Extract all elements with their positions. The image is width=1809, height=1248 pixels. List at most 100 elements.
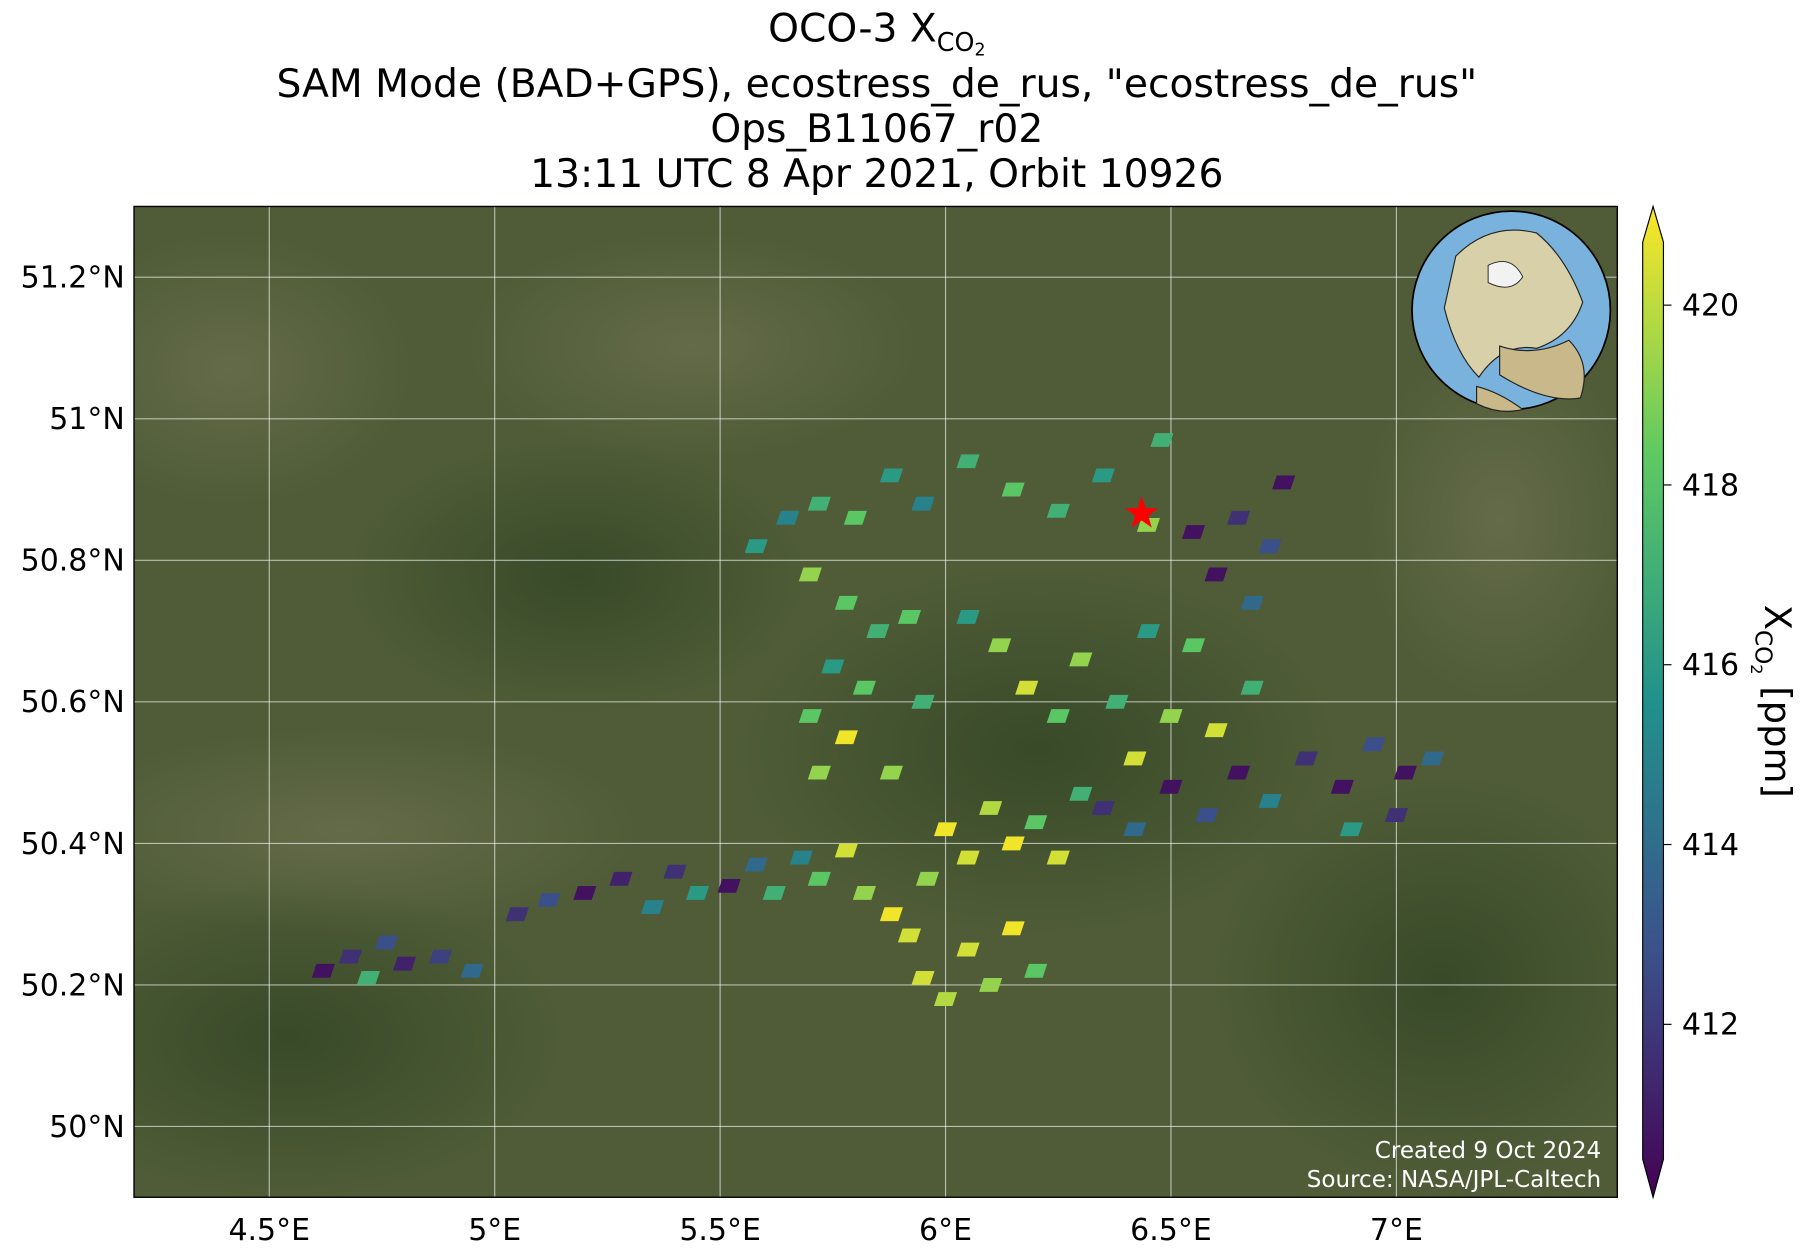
- sounding: [374, 935, 399, 950]
- sounding: [1204, 723, 1228, 738]
- sounding: [1240, 680, 1264, 695]
- colorbar-label-sub: CO: [1750, 630, 1776, 664]
- colorbar-ticks: 412 414 416 418 420: [1663, 289, 1739, 1043]
- sounding: [429, 949, 453, 964]
- sounding: [911, 694, 935, 709]
- credit: Created 9 Oct 2024: [1375, 1138, 1601, 1164]
- sounding: [1240, 595, 1264, 610]
- sounding: [1091, 801, 1115, 815]
- sounding: [1105, 694, 1129, 709]
- x-tick-label: 6°E: [919, 1213, 972, 1248]
- sounding: [1046, 850, 1070, 865]
- sounding: [852, 680, 876, 695]
- y-tick-label: 50.6°N: [21, 685, 125, 720]
- sounding: [1024, 815, 1048, 830]
- sounding: [1069, 786, 1093, 801]
- x-tick-label: 5°E: [468, 1213, 521, 1248]
- sounding: [956, 850, 980, 865]
- sounding: [392, 956, 417, 971]
- sounding: [1330, 779, 1354, 794]
- sounding: [573, 886, 597, 900]
- sounding: [956, 942, 980, 957]
- colorbar-label-subsub: 2: [1747, 664, 1766, 674]
- plot-frame: [133, 205, 1619, 1198]
- sounding: [717, 878, 741, 893]
- sounding: [1001, 482, 1025, 497]
- sounding: [866, 624, 890, 639]
- sounding: [1258, 539, 1282, 554]
- sounding: [915, 871, 940, 886]
- credit: Source: NASA/JPL-Caltech: [1307, 1167, 1601, 1193]
- title-subsub: 2: [974, 40, 985, 60]
- sounding: [776, 510, 800, 525]
- subtitle: SAM Mode (BAD+GPS), ecostress_de_rus, "e…: [276, 62, 1477, 107]
- sounding: [1150, 433, 1174, 447]
- sounding: [807, 496, 831, 511]
- sounding: [897, 610, 922, 624]
- sounding: [609, 871, 633, 886]
- sounding: [744, 857, 768, 872]
- sounding: [834, 595, 858, 610]
- sounding: [956, 610, 980, 624]
- sounding: [1195, 808, 1219, 823]
- sounding: [640, 900, 665, 915]
- sounding: [852, 886, 876, 900]
- sounding: [762, 886, 786, 900]
- colorbar: [1642, 204, 1665, 1200]
- x-tick-label: 7°E: [1370, 1213, 1423, 1248]
- sounding: [1001, 921, 1025, 936]
- sounding: [1362, 737, 1386, 752]
- sounding: [311, 963, 335, 978]
- sounding: [843, 510, 867, 525]
- sounding: [911, 970, 935, 985]
- sounding: [834, 843, 858, 858]
- sounding: [1272, 475, 1296, 490]
- x-tick-label: 4.5°E: [228, 1213, 310, 1248]
- x-tick-label: 6.5°E: [1130, 1213, 1212, 1248]
- sounding: [979, 978, 1003, 992]
- sounding: [807, 871, 831, 886]
- sounding: [979, 801, 1003, 815]
- sounding: [1123, 751, 1147, 766]
- y-tick-label: 50.2°N: [21, 968, 125, 1003]
- sounding: [686, 886, 710, 900]
- colorbar-tick-label: 416: [1682, 648, 1739, 683]
- sounding: [879, 907, 903, 922]
- sounding: [744, 539, 768, 554]
- title-text: OCO-3 X: [768, 7, 937, 52]
- sounding: [807, 765, 831, 780]
- colorbar-tick-label: 418: [1682, 468, 1739, 503]
- colorbar-tick-label: 414: [1682, 828, 1739, 863]
- y-tick-label: 51°N: [49, 402, 125, 437]
- subtitle: Ops_B11067_r02: [710, 107, 1043, 152]
- sounding: [911, 496, 935, 511]
- y-tick-label: 50°N: [49, 1110, 125, 1145]
- sounding: [460, 963, 484, 978]
- sounding: [1015, 680, 1039, 695]
- sounding: [1393, 765, 1417, 780]
- sounding: [1339, 822, 1363, 837]
- sounding: [1227, 765, 1251, 780]
- inset-globe: [1411, 210, 1612, 412]
- y-tick-label: 51.2°N: [21, 261, 125, 296]
- sounding: [1136, 624, 1160, 639]
- sounding: [338, 949, 362, 964]
- sounding: [1123, 822, 1147, 837]
- title-sub: CO: [937, 27, 975, 57]
- colorbar-label-unit: [ppm]: [1756, 675, 1799, 798]
- sounding: [798, 709, 822, 723]
- sounding: [834, 730, 858, 745]
- colorbar-tick-label: 412: [1682, 1008, 1739, 1043]
- grid: [134, 206, 1618, 1198]
- sounding: [821, 659, 845, 674]
- sounding: [934, 992, 958, 1007]
- sounding: [1159, 709, 1183, 723]
- sounding: [879, 765, 903, 780]
- sounding: [934, 822, 958, 837]
- x-tick-label: 5.5°E: [679, 1213, 761, 1248]
- sounding: [1001, 836, 1025, 851]
- target-star: [1125, 496, 1159, 528]
- sounding: [1069, 652, 1093, 667]
- sounding: [1091, 468, 1115, 483]
